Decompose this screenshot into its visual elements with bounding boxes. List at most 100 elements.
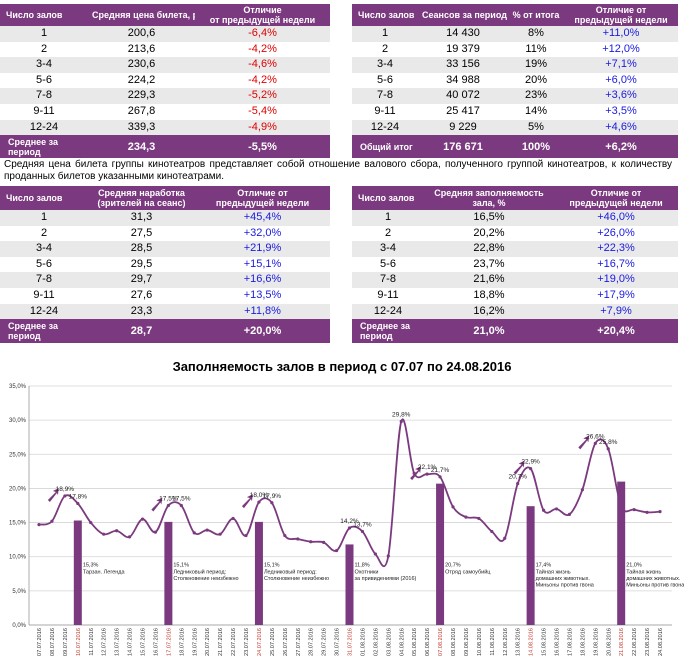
footer-label: Общий итог [360, 141, 413, 152]
x-tick-label: 25.07.2016 [270, 628, 276, 656]
series-point [567, 512, 572, 516]
series-point [102, 532, 106, 536]
x-tick-label: 10.07.2016 [76, 628, 82, 656]
header-sessions: Сеансов за период [422, 10, 507, 20]
table-row: 1 14 430 8% +11,0% [352, 26, 678, 42]
row-cell: 213,6 [127, 42, 156, 55]
footer-avg-fill: 21,0% [473, 325, 505, 338]
series-point [606, 447, 610, 451]
header-avg-load: Средняя наработка (зрителей на сеанс) [97, 188, 186, 208]
point-label: 17,9% [263, 493, 282, 500]
x-tick-label: 03.08.2016 [386, 628, 392, 656]
table-row: 2 213,6 -4,2% [0, 41, 330, 58]
footer-diff: +20,4% [597, 325, 635, 338]
row-hall-count: 2 [384, 226, 392, 239]
x-tick-label: 05.08.2016 [412, 628, 418, 656]
price-note: Средняя цена билета группы кинотеатров п… [4, 159, 672, 182]
table-row: 7-8 29,7 +16,6% [0, 272, 330, 288]
x-tick-label: 21.08.2016 [619, 628, 625, 656]
series-point [50, 519, 54, 523]
x-tick-label: 15.08.2016 [542, 628, 548, 656]
x-tick-label: 16.08.2016 [555, 628, 561, 656]
series-point [399, 419, 403, 424]
x-tick-label: 07.08.2016 [438, 628, 444, 656]
row-cell: -6,4% [248, 27, 277, 39]
y-tick-label: 20,0% [9, 486, 27, 492]
series-line [38, 418, 661, 568]
x-tick-label: 18.07.2016 [179, 628, 185, 656]
x-tick-label: 04.08.2016 [399, 628, 405, 656]
row-cell: 21,6% [473, 273, 505, 286]
row-hall-count: 2 [40, 42, 48, 55]
table-row: 12-24 339,3 -4,9% [0, 119, 330, 136]
x-tick-label: 24.07.2016 [257, 628, 263, 656]
x-tick-label: 19.07.2016 [192, 628, 198, 656]
series-point [166, 503, 170, 508]
x-tick-label: 02.08.2016 [373, 628, 379, 656]
series-point [645, 510, 649, 514]
y-tick-label: 5,0% [12, 589, 26, 595]
x-tick-label: 20.08.2016 [606, 628, 612, 656]
x-tick-label: 09.08.2016 [464, 628, 470, 656]
x-tick-label: 01.08.2016 [360, 628, 366, 656]
x-tick-label: 31.07.2016 [348, 628, 354, 656]
y-tick-label: 10,0% [9, 555, 27, 561]
row-cell: 11% [525, 42, 547, 55]
bar-film-label: Тарзан. Легенда [83, 569, 126, 575]
row-cell: +45,4% [243, 211, 282, 223]
header-diff: Отличие от предыдущей недели [569, 188, 663, 208]
point-label: 18,0% [250, 492, 269, 499]
row-hall-count: 2 [40, 226, 48, 239]
series-point [153, 530, 158, 534]
row-cell: 267,8 [127, 104, 156, 117]
series-point [127, 535, 132, 539]
row-hall-count: 12-24 [373, 304, 403, 317]
table-row: 3-4 22,8% +22,3% [352, 241, 678, 257]
y-tick-label: 30,0% [9, 418, 27, 424]
load-table: Число залов Средняя наработка (зрителей … [0, 186, 330, 344]
series-point [322, 540, 326, 544]
trend-arrow-icon [47, 487, 59, 502]
fill-table: Число залов Средняя заполняемость зала, … [352, 186, 678, 344]
header-hall-count: Число залов [6, 10, 63, 20]
x-tick-label: 19.08.2016 [593, 628, 599, 656]
point-label: 17,5% [159, 496, 178, 503]
point-label: 26,6% [586, 433, 605, 440]
occupancy-chart: 0,0% 5,0% 10,0% 15,0% 20,0% 25,0% 30,0% 35,0% 15… [9, 384, 684, 656]
series-point [309, 540, 313, 544]
series-point [464, 515, 468, 519]
table-row: 7-8 40 072 23% +3,6% [352, 88, 678, 104]
x-tick-label: 17.08.2016 [567, 628, 573, 656]
row-hall-count: 5-6 [36, 73, 52, 86]
header-diff: Отличие от предыдущей недели [209, 5, 316, 25]
table-row: 1 200,6 -6,4% [0, 26, 330, 42]
row-hall-count: 2 [381, 42, 389, 55]
series-point [360, 529, 365, 534]
bar-film-label: Тайная жизнь домашних животных. Миньоны пр… [536, 568, 595, 588]
point-label: 17,8% [69, 493, 88, 500]
release-bar [345, 544, 354, 625]
row-hall-count: 12-24 [370, 120, 400, 133]
series-point [76, 501, 80, 506]
point-label: 18,9% [56, 486, 75, 493]
row-cell: 25 417 [446, 104, 480, 117]
row-cell: 18,8% [473, 288, 505, 301]
series-point [386, 554, 390, 558]
series-point [37, 523, 41, 527]
x-tick-label: 17.07.2016 [166, 628, 172, 656]
row-hall-count: 1 [381, 27, 389, 39]
row-hall-count: 7-8 [380, 273, 396, 286]
row-hall-count: 3-4 [377, 58, 393, 71]
table-row: 1 16,5% +46,0% [352, 210, 678, 226]
row-hall-count: 3-4 [380, 242, 396, 255]
x-tick-label: 29.07.2016 [322, 628, 328, 656]
series-point [63, 494, 67, 498]
row-hall-count: 9-11 [33, 104, 55, 117]
point-label: 14,2% [340, 518, 359, 525]
row-cell: +11,0% [602, 27, 640, 39]
series-point [231, 516, 235, 521]
series-point [425, 472, 429, 476]
footer-avg-load: 28,7 [130, 325, 153, 338]
row-cell: 27,5 [130, 226, 153, 239]
header-avg-price: Средняя цена билета, руб [92, 10, 195, 20]
